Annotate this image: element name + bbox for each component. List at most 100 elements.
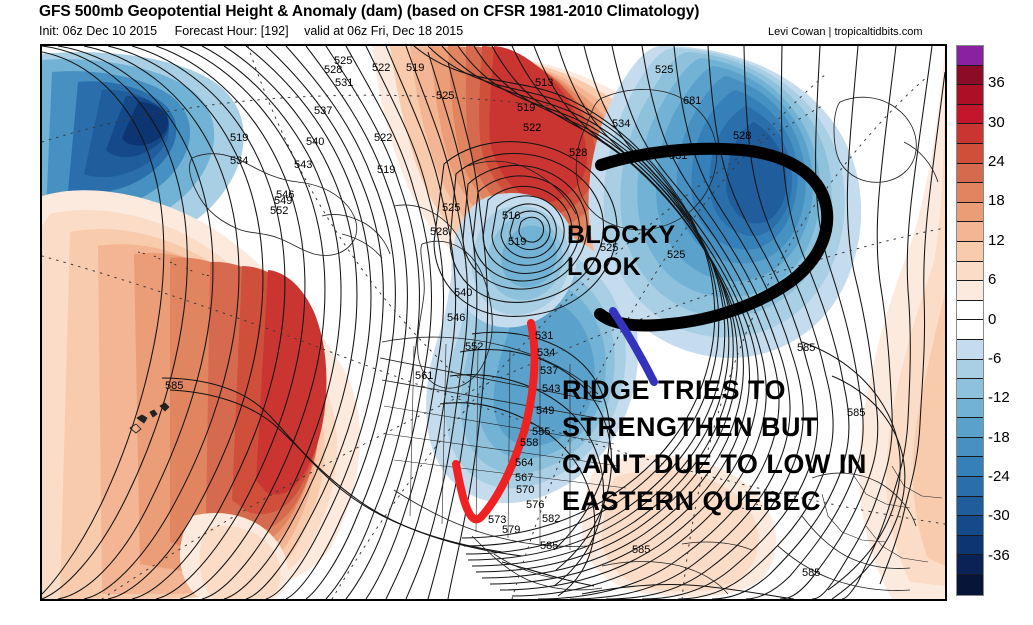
map-panel[interactable]: 519 534 543 546 549 552 540 537 522 519 531 528 525 5…	[40, 44, 947, 601]
contour-label: 570	[516, 484, 535, 496]
colorbar-cell	[957, 398, 983, 419]
contour-label: 573	[488, 514, 507, 526]
contour-label: 513	[535, 77, 554, 89]
contour-label: 561	[415, 370, 434, 382]
contour-label: 540	[454, 287, 473, 299]
colorbar-tick-label: 30	[988, 113, 1005, 131]
map-header: GFS 500mb Geopotential Height & Anomaly …	[0, 0, 1033, 42]
colorbar-cell	[957, 281, 983, 301]
contour-label: 585	[540, 540, 559, 552]
colorbar-cell	[957, 575, 983, 595]
anomaly-colorbar-labels: 36 30 24 18 12 6 0 -6 -12 -18 -24 -30 -36	[988, 45, 1032, 596]
contour-label: 558	[520, 437, 539, 449]
colorbar-cell	[957, 124, 983, 144]
annotation-ridge-line2: STRENGTHEN BUT	[562, 412, 818, 442]
contour-label: 525	[442, 202, 461, 214]
colorbar-cell	[957, 183, 983, 203]
hand-annotation-layer	[452, 142, 834, 524]
colorbar-tick-label: 0	[988, 310, 997, 328]
contour-label: 522	[374, 132, 393, 144]
blocking-outline-curve	[594, 142, 834, 332]
annotation-ridge-line4: EASTERN QUEBEC	[562, 486, 822, 516]
colorbar-cell	[957, 437, 983, 458]
contour-label: 582	[542, 513, 561, 525]
contour-label: 525	[667, 249, 686, 261]
contour-label: 519	[406, 62, 425, 74]
contour-label: 519	[377, 164, 396, 176]
credit-label: Levi Cowan | tropicaltidbits.com	[768, 26, 923, 38]
init-time-label: Init: 06z Dec 10 2015	[39, 24, 158, 38]
forecast-hour-label: Forecast Hour: [192]	[174, 24, 289, 38]
colorbar-tick-label: 6	[988, 271, 997, 289]
contour-label: 534	[537, 347, 556, 359]
colorbar-cell	[957, 516, 983, 536]
contour-label: 519	[230, 132, 249, 144]
contour-label: 549	[274, 195, 293, 207]
contour-label: 528	[733, 130, 752, 142]
contour-label: 546	[276, 189, 295, 201]
contour-label: 531	[669, 150, 688, 162]
contour-label: 534	[230, 155, 249, 167]
contour-label: 585	[632, 544, 651, 556]
valid-time-label: valid at 06z Fri, Dec 18 2015	[304, 24, 464, 38]
contour-label: 681	[683, 95, 702, 107]
contour-label: 528	[430, 226, 449, 238]
contour-label: 543	[542, 383, 561, 395]
anomaly-colorbar	[956, 45, 984, 596]
colorbar-tick-label: -6	[988, 349, 1002, 367]
colorbar-cell	[957, 300, 983, 321]
colorbar-tick-label: -36	[988, 546, 1010, 564]
colorbar-cell	[957, 46, 983, 66]
colorbar-tick-label: 18	[988, 192, 1005, 210]
colorbar-cell	[957, 261, 983, 282]
contour-label: 567	[515, 472, 534, 484]
contour-label: 555	[532, 426, 551, 438]
colorbar-cell	[957, 65, 983, 86]
colorbar-tick-label: -18	[988, 428, 1010, 446]
colorbar-cell	[957, 555, 983, 576]
contour-label: 552	[465, 341, 484, 353]
contour-label: 528	[324, 64, 343, 76]
colorbar-cell	[957, 359, 983, 380]
colorbar-cell	[957, 143, 983, 164]
colorbar-cell	[957, 241, 983, 262]
colorbar-cell	[957, 477, 983, 497]
contour-label: 579	[502, 524, 521, 536]
trough-axis-blue-curve	[609, 307, 658, 386]
contour-label: 585	[802, 567, 821, 579]
contour-label: 537	[314, 105, 333, 117]
colorbar-tick-label: -30	[988, 507, 1010, 525]
contour-label: 537	[540, 365, 559, 377]
contour-label: 519	[508, 236, 527, 248]
annotation-blocky-line1: BLOCKY	[567, 221, 676, 249]
contour-label: 525	[655, 64, 674, 76]
contour-label: 546	[447, 312, 466, 324]
annotation-blocky-line2: LOOK	[567, 253, 642, 281]
contour-label: 516	[502, 210, 521, 222]
colorbar-cell	[957, 85, 983, 105]
contour-label: 585	[847, 407, 866, 419]
contour-label: 522	[523, 122, 542, 134]
contour-label: 564	[515, 457, 534, 469]
contour-label: 540	[306, 136, 325, 148]
contour-label: 585	[165, 380, 184, 392]
contour-label: 525	[436, 90, 455, 102]
annotation-ridge-line3: CAN'T DUE TO LOW IN	[562, 449, 867, 479]
coastline-layer	[129, 89, 943, 595]
colorbar-tick-label: -12	[988, 389, 1010, 407]
contour-label: 549	[536, 405, 555, 417]
contour-label: 525	[600, 242, 619, 254]
colorbar-cell	[957, 339, 983, 360]
page-title: GFS 500mb Geopotential Height & Anomaly …	[39, 3, 700, 20]
colorbar-tick-label: 24	[988, 153, 1005, 171]
colorbar-cell	[957, 163, 983, 184]
colorbar-cell	[957, 104, 983, 125]
colorbar-tick-label: -24	[988, 467, 1010, 485]
contour-label: 528	[569, 147, 588, 159]
contour-label: 531	[535, 330, 554, 342]
colorbar-cell	[957, 418, 983, 438]
colorbar-cell	[957, 379, 983, 399]
map-canvas	[42, 46, 945, 599]
colorbar-tick-label: 12	[988, 231, 1005, 249]
